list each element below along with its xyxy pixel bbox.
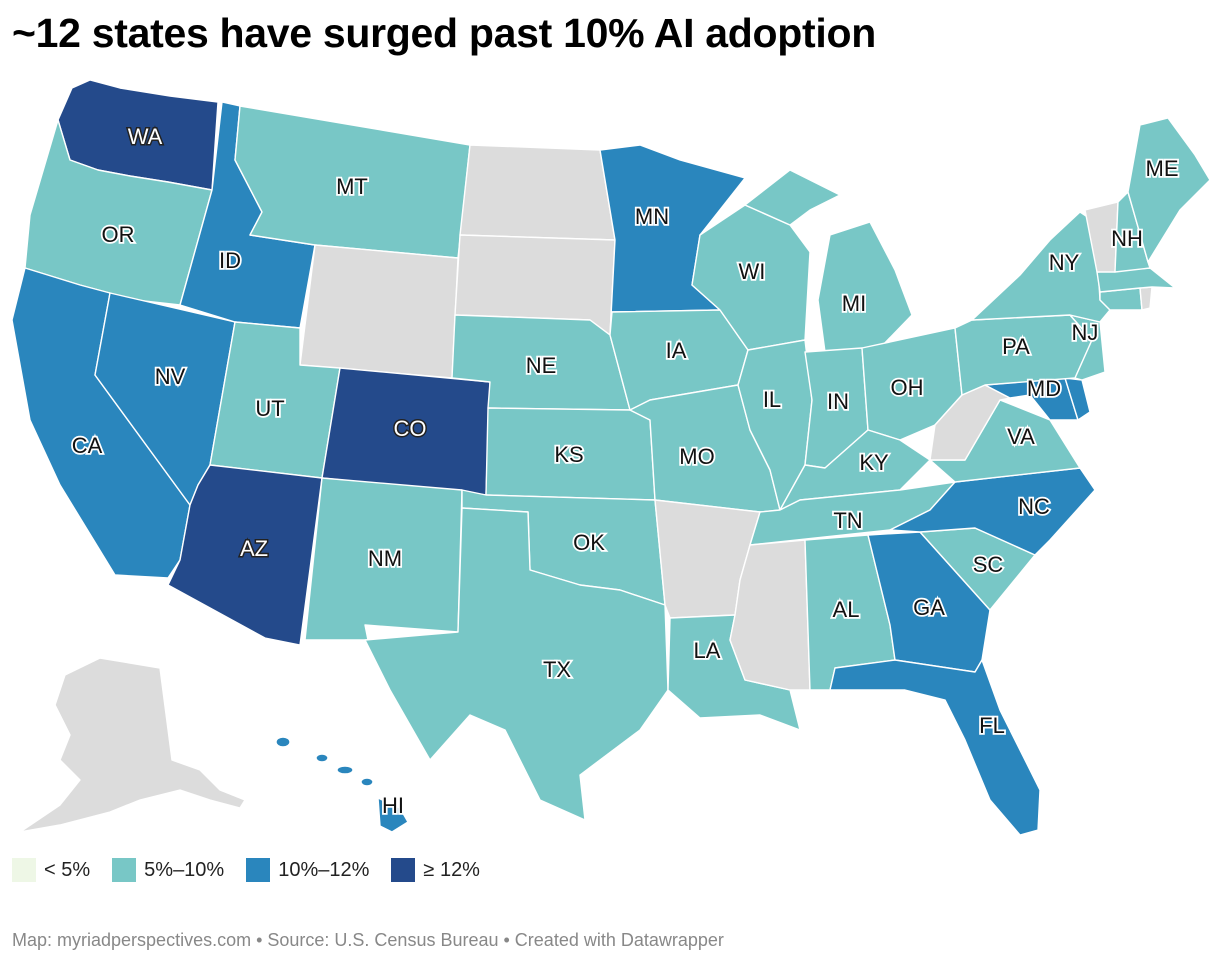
label-mi: MI (842, 291, 866, 316)
label-il: IL (763, 387, 781, 412)
legend-label: ≥ 12% (423, 858, 480, 881)
legend-label: 5%–10% (144, 858, 225, 881)
label-or: OR (102, 222, 135, 247)
label-ks: KS (554, 442, 583, 467)
legend: < 5% 5%–10% 10%–12% ≥ 12% (12, 858, 502, 882)
state-de[interactable] (1064, 377, 1091, 421)
source-footer: Map: myriadperspectives.com • Source: U.… (12, 930, 724, 950)
label-tx: TX (543, 657, 571, 682)
state-ca[interactable] (11, 267, 191, 579)
label-hi: HI (382, 793, 404, 818)
label-tn: TN (833, 508, 862, 533)
legend-item-10-12: 10%–12% (246, 858, 369, 882)
label-wa: WA (128, 124, 163, 149)
state-fl[interactable] (829, 659, 1041, 836)
label-oh: OH (891, 375, 924, 400)
state-nd[interactable] (459, 144, 616, 241)
state-wy[interactable] (299, 244, 459, 379)
label-nv: NV (155, 364, 186, 389)
label-al: AL (833, 597, 860, 622)
legend-swatch (12, 858, 36, 882)
label-co: CO (394, 416, 427, 441)
label-in: IN (827, 389, 849, 414)
state-me[interactable] (1127, 117, 1211, 263)
state-tx[interactable] (364, 507, 669, 821)
legend-item-5-10: 5%–10% (112, 858, 224, 882)
legend-label: < 5% (44, 858, 91, 881)
label-az: AZ (240, 536, 268, 561)
label-ga: GA (913, 595, 945, 620)
legend-swatch (246, 858, 271, 882)
label-mt: MT (336, 174, 368, 199)
label-sc: SC (973, 552, 1004, 577)
label-ut: UT (255, 396, 284, 421)
state-ak[interactable] (19, 657, 246, 833)
label-fl: FL (979, 713, 1005, 738)
label-id: ID (219, 248, 241, 273)
label-ky: KY (859, 450, 889, 475)
legend-item-lt5: < 5% (12, 858, 90, 882)
state-labels: WA OR CA NV ID MT UT AZ CO NM NE KS OK T… (70, 122, 1180, 819)
map-title: ~12 states have surged past 10% AI adopt… (12, 10, 876, 56)
label-nh: NH (1111, 226, 1143, 251)
label-wi: WI (739, 259, 766, 284)
legend-item-ge12: ≥ 12% (391, 858, 480, 882)
label-ca: CA (72, 433, 103, 458)
legend-swatch (391, 858, 416, 882)
label-la: LA (694, 638, 721, 663)
label-nc: NC (1018, 494, 1050, 519)
state-hi[interactable] (275, 736, 409, 833)
state-az[interactable] (167, 464, 323, 646)
label-nj: NJ (1072, 320, 1099, 345)
label-va: VA (1007, 424, 1035, 449)
label-ia: IA (666, 338, 687, 363)
label-me: ME (1146, 156, 1179, 181)
label-nm: NM (368, 546, 402, 571)
legend-label: 10%–12% (278, 858, 370, 881)
label-pa: PA (1002, 334, 1030, 359)
state-mi[interactable] (744, 169, 913, 353)
state-ri[interactable] (1139, 286, 1153, 311)
label-ok: OK (573, 530, 605, 555)
label-mn: MN (635, 204, 669, 229)
state-nc[interactable] (889, 467, 1096, 556)
label-mo: MO (679, 444, 714, 469)
label-md: MD (1027, 376, 1061, 401)
label-ny: NY (1049, 250, 1080, 275)
label-ne: NE (526, 353, 557, 378)
legend-swatch (112, 858, 137, 882)
state-nh[interactable] (1114, 191, 1151, 273)
